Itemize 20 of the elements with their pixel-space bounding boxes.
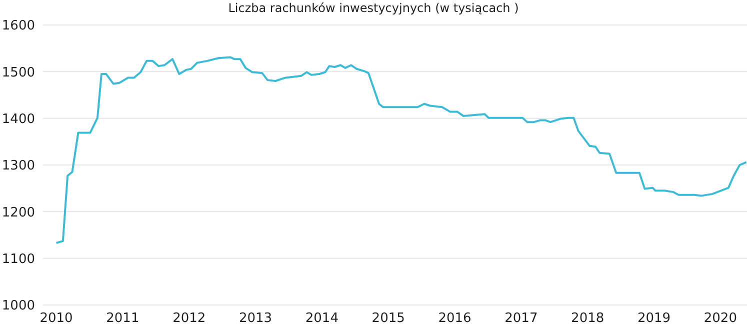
y-tick-label: 1300 bbox=[2, 158, 35, 174]
x-tick-label: 2010 bbox=[40, 311, 73, 326]
x-tick-label: 2019 bbox=[637, 311, 671, 326]
y-tick-label: 1200 bbox=[2, 205, 35, 220]
x-tick-label: 2012 bbox=[172, 311, 206, 326]
x-tick-label: 2015 bbox=[372, 311, 405, 326]
x-tick-label: 2016 bbox=[438, 311, 472, 326]
y-tick-label: 1400 bbox=[2, 112, 35, 127]
x-tick-label: 2013 bbox=[238, 311, 272, 326]
chart-title: Liczba rachunków inwestycyjnych (w tysiącach ) bbox=[227, 0, 520, 16]
line-series bbox=[55, 56, 747, 244]
x-tick-label: 2017 bbox=[504, 311, 538, 326]
x-tick-label: 2018 bbox=[571, 311, 604, 326]
y-tick-label: 1100 bbox=[2, 252, 35, 267]
y-tick-label: 1500 bbox=[2, 65, 35, 80]
x-tick-label: 2020 bbox=[704, 311, 737, 326]
y-tick-label: 1000 bbox=[2, 298, 35, 314]
x-tick-label: 2014 bbox=[305, 311, 338, 326]
y-tick-label: 1600 bbox=[2, 18, 35, 34]
x-tick-label: 2011 bbox=[106, 311, 140, 326]
